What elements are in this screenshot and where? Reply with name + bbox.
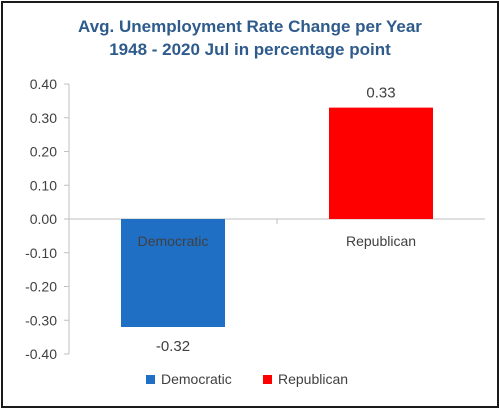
data-label-republican: 0.33 bbox=[366, 85, 395, 102]
legend-swatch-republican bbox=[263, 375, 272, 384]
y-tick-label: 0.10 bbox=[30, 177, 57, 193]
legend-swatch-democratic bbox=[146, 375, 155, 384]
category-label-democratic: Democratic bbox=[138, 233, 209, 249]
y-tick-label: 0.30 bbox=[30, 110, 57, 126]
y-tick-label: -0.40 bbox=[25, 346, 57, 362]
bar-chart: 0.40 0.30 0.20 0.10 0.00 -0.10 -0.20 -0.30 -0.40… bbox=[3, 3, 497, 406]
bar-republican bbox=[329, 108, 433, 219]
y-tick-label: -0.20 bbox=[25, 279, 57, 295]
y-tick-label: 0.20 bbox=[30, 144, 57, 160]
y-tick-label: -0.10 bbox=[25, 245, 57, 261]
y-tick-label: -0.30 bbox=[25, 312, 57, 328]
data-label-democratic: -0.32 bbox=[156, 338, 190, 355]
legend-label-democratic: Democratic bbox=[161, 371, 232, 387]
y-tick-label: 0.40 bbox=[30, 76, 57, 92]
y-tick-label: 0.00 bbox=[30, 211, 57, 227]
legend-label-republican: Republican bbox=[278, 371, 348, 387]
category-label-republican: Republican bbox=[346, 233, 416, 249]
